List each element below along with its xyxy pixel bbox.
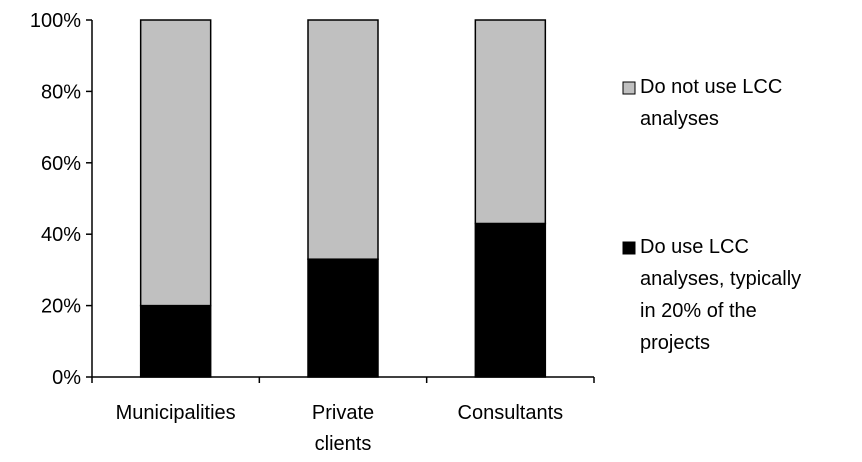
- bar-segment: [139, 19, 212, 307]
- x-tick-label: Consultants: [458, 402, 564, 424]
- x-tick-label: Municipalities: [116, 402, 236, 424]
- legend-swatch: [622, 241, 636, 255]
- legend-label: Do use LCC analyses, typically in 20% of t…: [640, 236, 801, 354]
- legend: Do not use LCC analyses Do use LCC analyses…: [622, 76, 801, 354]
- x-tick-label: Private clients: [312, 402, 374, 455]
- y-tick-label: 60%: [41, 153, 81, 175]
- y-tick-label: 0%: [52, 367, 81, 389]
- bar-segment: [474, 222, 547, 378]
- y-tick-label: 80%: [41, 81, 81, 103]
- y-tick-label: 100%: [30, 10, 81, 32]
- plot-area: 0% 20% 40% 60% 80% 100% Municipalities Private c…: [30, 10, 595, 455]
- bar-segment: [139, 304, 212, 378]
- bar-segment: [474, 19, 547, 225]
- legend-swatch: [622, 81, 636, 95]
- legend-label: Do not use LCC analyses: [640, 76, 782, 130]
- y-tick-label: 20%: [41, 296, 81, 318]
- bar-segment: [307, 19, 379, 260]
- bar-segment: [307, 258, 379, 378]
- y-tick-label: 40%: [41, 224, 81, 246]
